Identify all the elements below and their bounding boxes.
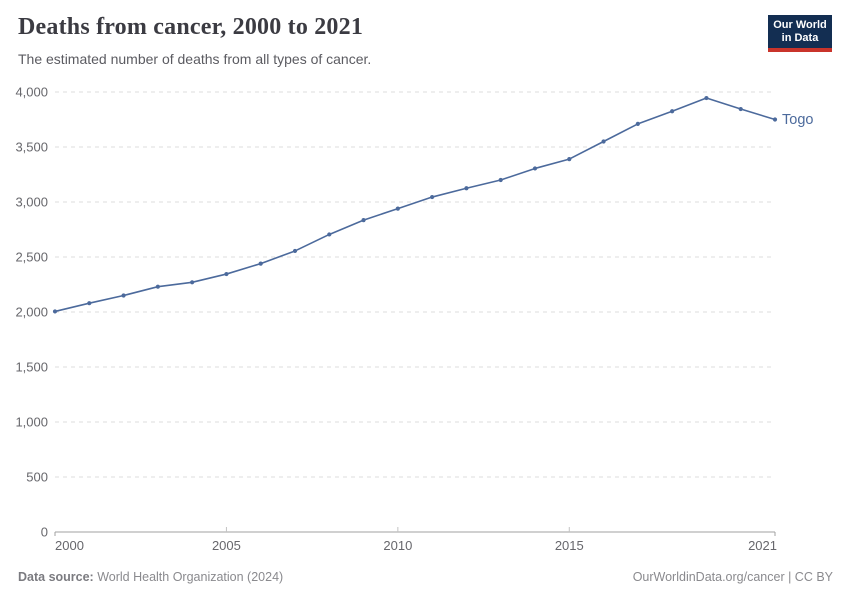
data-point xyxy=(87,301,92,306)
chart-subtitle: The estimated number of deaths from all … xyxy=(18,51,372,67)
data-point xyxy=(670,109,675,114)
data-source-value: World Health Organization (2024) xyxy=(93,570,284,584)
data-point xyxy=(498,177,503,183)
data-point xyxy=(738,106,743,112)
data-point xyxy=(327,232,332,237)
y-tick-label: 2,500 xyxy=(15,250,48,265)
data-point xyxy=(430,194,435,200)
data-point xyxy=(772,117,778,122)
trend-line xyxy=(54,97,776,313)
owid-logo-line2: in Data xyxy=(781,31,819,44)
footer-license: OurWorldinData.org/cancer | CC BY xyxy=(632,570,833,584)
data-point xyxy=(224,271,229,277)
x-tick-label: 2005 xyxy=(212,538,241,553)
footer: Data source: World Health Organization (… xyxy=(18,570,833,584)
data-point xyxy=(532,166,538,171)
x-tick-label: 2021 xyxy=(748,538,777,553)
x-tick-label: 2010 xyxy=(383,538,412,553)
data-point xyxy=(52,309,58,314)
y-tick-label: 500 xyxy=(26,470,48,485)
data-point xyxy=(704,95,709,101)
owid-logo-line1: Our World xyxy=(773,19,827,31)
data-point xyxy=(190,280,195,285)
line-chart-canvas: 0 500 1,000 1,500 2,000 2,500 3,000 3,500 4,000 2… xyxy=(15,85,813,554)
owid-logo: Our World in Data xyxy=(768,15,832,48)
owid-logo-accent xyxy=(768,48,832,52)
data-point xyxy=(121,293,126,298)
y-tick-label: 1,000 xyxy=(15,415,48,430)
x-tick-label: 2000 xyxy=(55,538,84,553)
data-point xyxy=(258,261,263,266)
data-point xyxy=(395,206,400,211)
y-tick-label: 3,000 xyxy=(15,195,48,210)
data-point xyxy=(567,157,572,162)
y-tick-label: 3,500 xyxy=(15,140,48,155)
data-point xyxy=(292,248,298,254)
y-tick-label: 2,000 xyxy=(15,305,48,320)
page-title: Deaths from cancer, 2000 to 2021 xyxy=(18,14,364,40)
data-point xyxy=(155,284,160,289)
y-tick-label: 4,000 xyxy=(15,85,48,100)
y-tick-label: 1,500 xyxy=(15,360,48,375)
y-tick-label: 0 xyxy=(41,525,48,540)
data-point xyxy=(361,218,366,223)
data-point xyxy=(635,121,640,126)
x-tick-label: 2015 xyxy=(555,538,584,553)
data-point xyxy=(464,186,469,191)
data-source-label: Data source: xyxy=(18,570,94,584)
data-point xyxy=(601,139,606,144)
series-label: Togo xyxy=(782,112,813,128)
data-source: Data source: World Health Organization (… xyxy=(18,570,283,584)
